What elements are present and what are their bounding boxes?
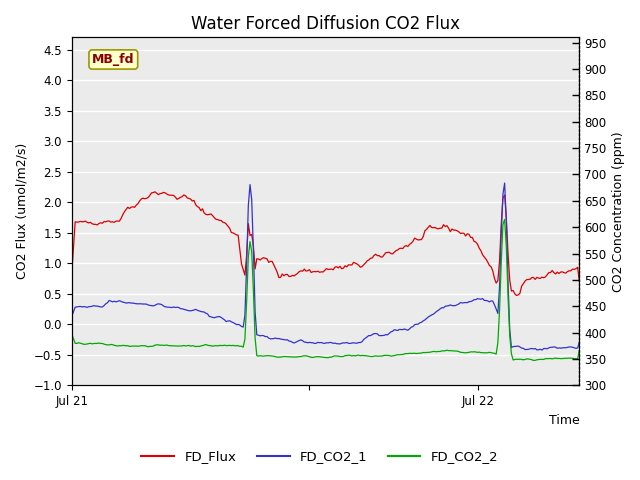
FD_CO2_1 <box>70 309 77 314</box>
FD_Flux <box>531 276 539 282</box>
FD_CO2_2 <box>370 353 378 359</box>
FD_Flux <box>513 293 520 299</box>
FD_CO2_1 <box>501 180 509 186</box>
Y-axis label: CO2 Concentration (ppm): CO2 Concentration (ppm) <box>612 131 625 292</box>
FD_CO2_1 <box>530 346 538 352</box>
FD_CO2_2 <box>379 353 387 359</box>
Legend: FD_Flux, FD_CO2_1, FD_CO2_2: FD_Flux, FD_CO2_1, FD_CO2_2 <box>136 445 504 468</box>
FD_Flux <box>380 252 388 258</box>
FD_CO2_1 <box>379 333 387 338</box>
FD_Flux <box>68 271 76 276</box>
FD_CO2_1 <box>538 347 546 353</box>
FD_CO2_2 <box>530 358 538 363</box>
FD_CO2_2 <box>531 358 539 363</box>
FD_Flux <box>372 252 380 257</box>
FD_Flux <box>370 252 378 258</box>
Y-axis label: CO2 Flux (umol/m2/s): CO2 Flux (umol/m2/s) <box>15 143 28 279</box>
FD_CO2_2 <box>501 216 509 222</box>
FD_Flux <box>497 221 505 227</box>
FD_Flux <box>575 279 583 285</box>
FD_CO2_1 <box>370 331 378 336</box>
FD_CO2_1 <box>496 284 504 289</box>
FD_CO2_2 <box>369 354 376 360</box>
FD_CO2_2 <box>575 348 583 353</box>
FD_CO2_1 <box>68 313 76 319</box>
Line: FD_CO2_1: FD_CO2_1 <box>72 183 579 350</box>
Line: FD_CO2_2: FD_CO2_2 <box>72 219 579 360</box>
FD_CO2_1 <box>369 332 376 337</box>
FD_Flux <box>70 245 77 251</box>
Line: FD_Flux: FD_Flux <box>72 192 579 296</box>
FD_CO2_1 <box>575 339 583 345</box>
Text: MB_fd: MB_fd <box>92 53 134 66</box>
FD_Flux <box>151 189 159 195</box>
X-axis label: Time: Time <box>548 414 579 427</box>
FD_CO2_2 <box>496 307 504 313</box>
FD_CO2_2 <box>68 331 76 337</box>
FD_CO2_2 <box>70 336 77 342</box>
Title: Water Forced Diffusion CO2 Flux: Water Forced Diffusion CO2 Flux <box>191 15 460 33</box>
